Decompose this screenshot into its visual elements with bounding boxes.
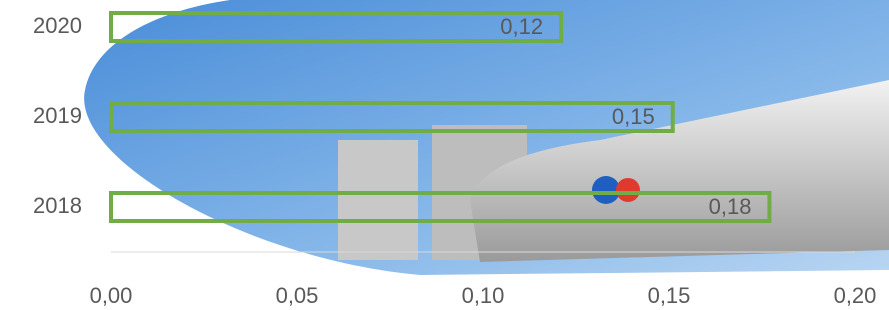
x-tick-label: 0,00 — [90, 283, 133, 308]
value-label: 0,12 — [500, 14, 543, 39]
x-tick-label: 0,15 — [648, 283, 691, 308]
x-tick-label: 0,05 — [276, 283, 319, 308]
y-tick-label: 2019 — [33, 103, 82, 128]
chart: 0,00 0,05 0,10 0,15 0,20 2018 0,18 2019 0,15 2020… — [0, 0, 889, 310]
page: 0,00 0,05 0,10 0,15 0,20 2018 0,18 2019 0,15 2020… — [0, 0, 889, 310]
x-tick-label: 0,20 — [834, 283, 877, 308]
value-label: 0,18 — [709, 194, 752, 219]
x-tick-label: 0,10 — [462, 283, 505, 308]
value-label: 0,15 — [612, 104, 655, 129]
y-tick-label: 2018 — [33, 193, 82, 218]
y-tick-label: 2020 — [33, 13, 82, 38]
